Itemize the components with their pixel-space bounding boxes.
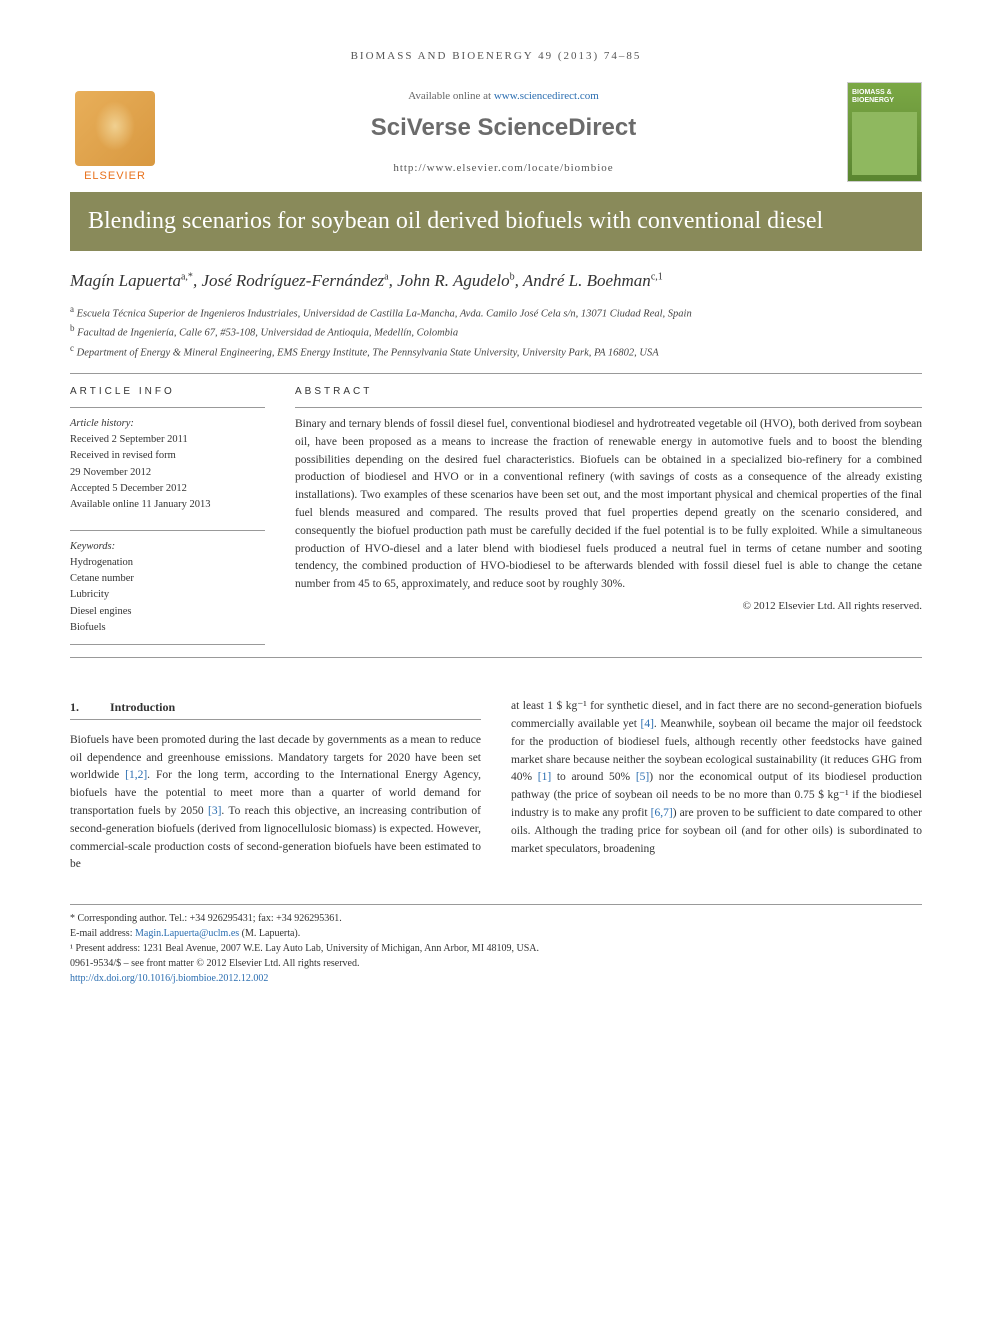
footnotes: * Corresponding author. Tel.: +34 926295… bbox=[70, 904, 922, 986]
abstract-text: Binary and ternary blends of fossil dies… bbox=[295, 407, 922, 594]
author: Magín Lapuertaa,* bbox=[70, 271, 193, 290]
section-heading-intro: 1. Introduction bbox=[70, 698, 481, 720]
section-number: 1. bbox=[70, 698, 110, 717]
body-columns: 1. Introduction Biofuels have been promo… bbox=[70, 698, 922, 874]
article-history: Article history: Received 2 September 20… bbox=[70, 407, 265, 514]
article-info-heading: ARTICLE INFO bbox=[70, 386, 265, 397]
citation-link[interactable]: [3] bbox=[208, 805, 221, 817]
keywords-block: Keywords: Hydrogenation Cetane number Lubr… bbox=[70, 530, 265, 646]
right-column: at least 1 $ kg⁻¹ for synthetic diesel, … bbox=[511, 698, 922, 874]
present-address: ¹ Present address: 1231 Beal Avenue, 200… bbox=[70, 941, 922, 956]
email-label: E-mail address: bbox=[70, 928, 135, 939]
publisher-name: ELSEVIER bbox=[84, 170, 146, 182]
abstract-column: ABSTRACT Binary and ternary blends of fo… bbox=[295, 386, 922, 645]
available-online: Available online at www.sciencedirect.co… bbox=[160, 90, 847, 102]
front-matter: 0961-9534/$ – see front matter © 2012 El… bbox=[70, 956, 922, 971]
keyword: Diesel engines bbox=[70, 606, 132, 617]
body-paragraph: at least 1 $ kg⁻¹ for synthetic diesel, … bbox=[511, 698, 922, 858]
journal-cover-image bbox=[852, 112, 917, 175]
history-line: Received 2 September 2011 bbox=[70, 434, 188, 445]
author: André L. Boehmanc,1 bbox=[523, 271, 663, 290]
author: José Rodríguez-Fernándeza bbox=[201, 271, 388, 290]
corresponding-author: * Corresponding author. Tel.: +34 926295… bbox=[70, 911, 922, 926]
doi-link[interactable]: http://dx.doi.org/10.1016/j.biombioe.201… bbox=[70, 973, 268, 984]
email-line: E-mail address: Magin.Lapuerta@uclm.es (… bbox=[70, 926, 922, 941]
history-line: 29 November 2012 bbox=[70, 467, 151, 478]
title-block: Blending scenarios for soybean oil deriv… bbox=[70, 192, 922, 251]
affiliation: b Facultad de Ingeniería, Calle 67, #53-… bbox=[70, 322, 922, 341]
citation-link[interactable]: [1,2] bbox=[125, 769, 147, 781]
history-line: Available online 11 January 2013 bbox=[70, 499, 211, 510]
citation-link[interactable]: [5] bbox=[636, 771, 649, 783]
left-column: 1. Introduction Biofuels have been promo… bbox=[70, 698, 481, 874]
author: John R. Agudelob bbox=[397, 271, 515, 290]
journal-cover-title: BIOMASS & BIOENERGY bbox=[852, 89, 917, 106]
history-line: Accepted 5 December 2012 bbox=[70, 483, 187, 494]
affiliations: a Escuela Técnica Superior de Ingenieros… bbox=[70, 303, 922, 361]
citation-link[interactable]: [1] bbox=[538, 771, 551, 783]
publisher-logo: ELSEVIER bbox=[70, 82, 160, 182]
body-paragraph: Biofuels have been promoted during the l… bbox=[70, 732, 481, 875]
info-abstract-row: ARTICLE INFO Article history: Received 2… bbox=[70, 386, 922, 645]
citation-link[interactable]: [4] bbox=[641, 718, 654, 730]
article-title: Blending scenarios for soybean oil deriv… bbox=[88, 206, 904, 237]
affiliation: c Department of Energy & Mineral Enginee… bbox=[70, 342, 922, 361]
email-link[interactable]: Magin.Lapuerta@uclm.es bbox=[135, 928, 239, 939]
abstract-copyright: © 2012 Elsevier Ltd. All rights reserved… bbox=[295, 600, 922, 612]
keyword: Lubricity bbox=[70, 589, 109, 600]
journal-cover: BIOMASS & BIOENERGY bbox=[847, 82, 922, 182]
platform-logo: SciVerse ScienceDirect bbox=[160, 114, 847, 142]
keyword: Cetane number bbox=[70, 573, 134, 584]
history-line: Received in revised form bbox=[70, 450, 176, 461]
journal-url[interactable]: http://www.elsevier.com/locate/biombioe bbox=[160, 162, 847, 174]
header-center: Available online at www.sciencedirect.co… bbox=[160, 90, 847, 174]
abstract-heading: ABSTRACT bbox=[295, 386, 922, 397]
sciencedirect-link[interactable]: www.sciencedirect.com bbox=[494, 90, 599, 102]
divider bbox=[70, 373, 922, 374]
header-row: ELSEVIER Available online at www.science… bbox=[70, 82, 922, 182]
keywords-label: Keywords: bbox=[70, 541, 115, 552]
section-title: Introduction bbox=[110, 698, 175, 717]
keyword: Hydrogenation bbox=[70, 557, 133, 568]
keyword: Biofuels bbox=[70, 622, 106, 633]
authors-line: Magín Lapuertaa,*, José Rodríguez-Fernán… bbox=[70, 271, 922, 291]
elsevier-tree-icon bbox=[75, 91, 155, 166]
divider bbox=[70, 657, 922, 658]
citation-link[interactable]: [6,7] bbox=[651, 807, 673, 819]
article-info-column: ARTICLE INFO Article history: Received 2… bbox=[70, 386, 265, 645]
available-text: Available online at bbox=[408, 90, 494, 102]
running-head: BIOMASS AND BIOENERGY 49 (2013) 74–85 bbox=[70, 50, 922, 62]
history-label: Article history: bbox=[70, 418, 134, 429]
platform-text: SciVerse ScienceDirect bbox=[371, 114, 637, 141]
email-author: (M. Lapuerta). bbox=[239, 928, 300, 939]
affiliation: a Escuela Técnica Superior de Ingenieros… bbox=[70, 303, 922, 322]
